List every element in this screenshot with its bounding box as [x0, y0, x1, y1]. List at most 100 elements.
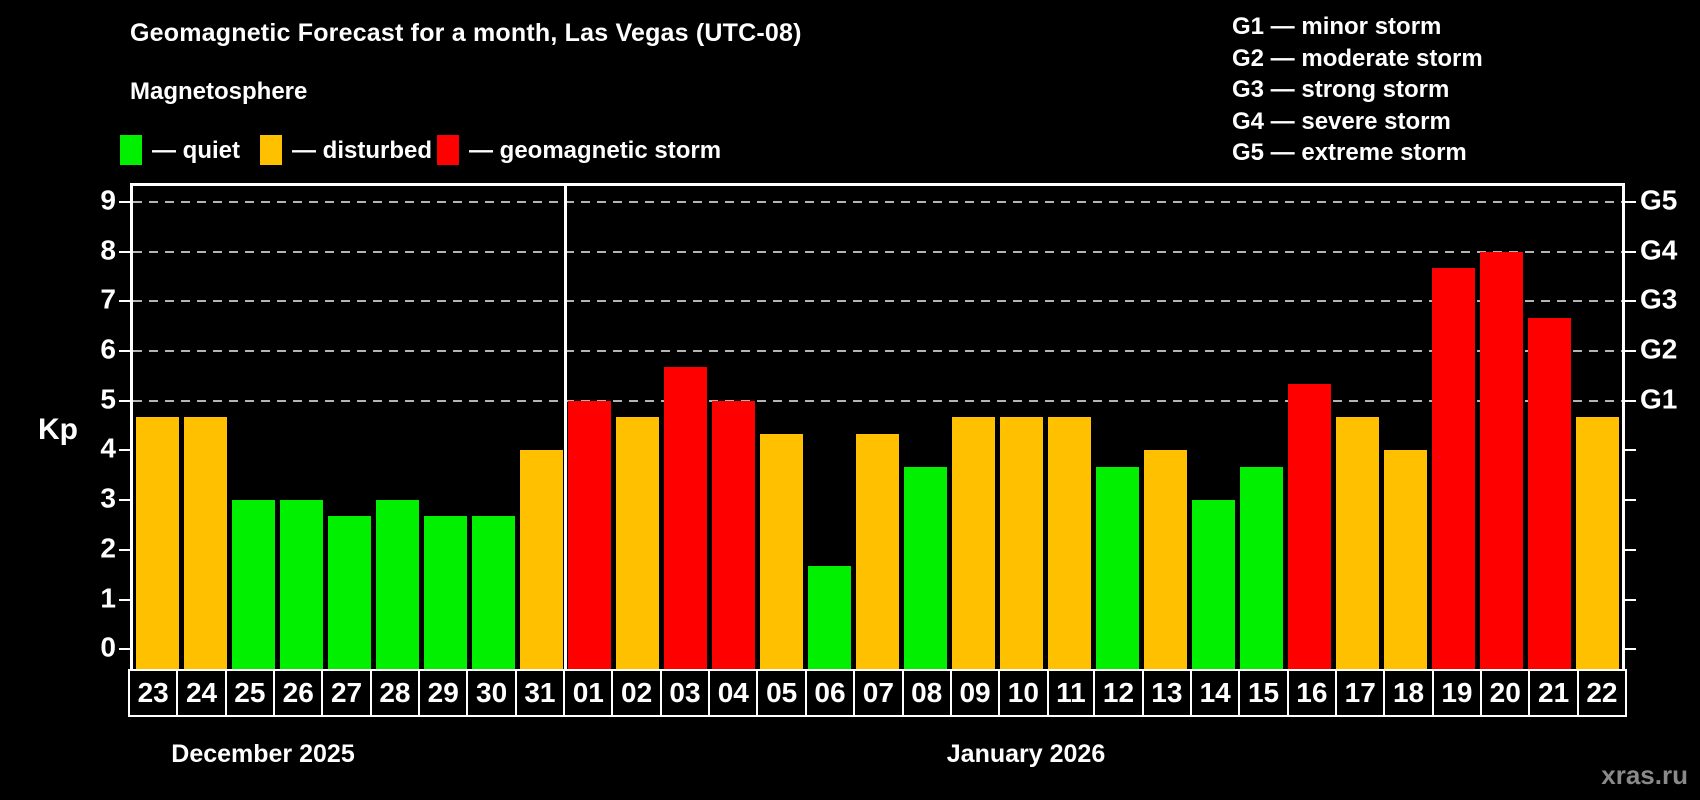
bar	[904, 466, 948, 669]
bar	[1432, 267, 1476, 669]
bar	[1288, 384, 1332, 669]
y-axis-title: Kp	[38, 413, 78, 446]
month-label-december: December 2025	[171, 740, 355, 768]
date-cell: 25	[224, 669, 276, 717]
y-axis-label: 2	[100, 532, 116, 564]
right-axis-tick	[1625, 250, 1636, 253]
y-axis-label: 6	[100, 333, 116, 365]
gridline-kp-6	[133, 350, 1622, 352]
date-cell: 01	[563, 669, 614, 717]
right-axis-tick	[1625, 449, 1636, 452]
bar	[1000, 417, 1044, 669]
bar	[1048, 417, 1092, 669]
y-axis-label: 4	[100, 433, 116, 465]
date-cell: 16	[1286, 669, 1338, 717]
y-axis-label: 8	[100, 234, 116, 266]
plot-area	[130, 183, 1625, 672]
bar	[1240, 466, 1284, 669]
right-axis-tick	[1625, 300, 1636, 303]
storm-swatch-icon	[437, 135, 459, 165]
date-cell: 14	[1190, 669, 1241, 717]
month-label-january: January 2026	[946, 740, 1106, 768]
disturbed-legend-label: — disturbed	[292, 137, 433, 164]
y-axis-label: 1	[100, 582, 116, 614]
bar	[1096, 466, 1140, 669]
bar	[1336, 417, 1380, 669]
g-axis-label-g4: G4	[1640, 234, 1678, 266]
date-cell: 29	[418, 669, 469, 717]
y-axis-label: 0	[100, 631, 116, 663]
date-cell: 28	[369, 669, 421, 717]
g2-legend-line: G2 — moderate storm	[1232, 44, 1483, 72]
bar	[615, 417, 659, 669]
bar	[711, 400, 755, 669]
y-axis-label: 3	[100, 482, 116, 514]
bar	[759, 433, 803, 669]
bar	[1576, 417, 1620, 669]
bar	[279, 500, 323, 669]
date-cell: 23	[128, 669, 179, 717]
g-axis-label-g3: G3	[1640, 284, 1678, 316]
g-axis-label-g5: G5	[1640, 184, 1678, 216]
date-cell: 19	[1431, 669, 1483, 717]
gridline-kp-7	[133, 300, 1622, 303]
y-axis-tick	[119, 598, 130, 601]
y-axis-tick	[119, 350, 130, 352]
date-cell: 21	[1528, 669, 1579, 717]
date-axis-row: 23 24 25 26 27 28 29 30 31 01 02 03 04 05 06 07 08 09 10 11…	[128, 669, 1628, 717]
g-axis-label-g1: G1	[1640, 383, 1678, 415]
bar	[327, 516, 371, 669]
month-separator-line	[563, 186, 567, 669]
right-axis-tick	[1625, 598, 1636, 601]
gridline-kp-9	[133, 200, 1622, 203]
page-title: Geomagnetic Forecast for a month, Las Ve…	[130, 19, 802, 47]
date-cell: 17	[1335, 669, 1386, 717]
date-cell: 02	[611, 669, 662, 717]
date-cell: 24	[176, 669, 227, 717]
y-axis-label: 9	[100, 184, 116, 216]
gridline-kp-5	[133, 399, 1622, 402]
y-axis-tick	[119, 399, 130, 402]
date-cell: 22	[1576, 669, 1628, 717]
bar	[471, 516, 515, 669]
bar	[1528, 317, 1572, 669]
right-axis-tick	[1625, 399, 1636, 402]
bar	[183, 417, 227, 669]
right-axis-tick	[1625, 200, 1636, 203]
bar	[952, 417, 996, 669]
date-cell: 20	[1480, 669, 1531, 717]
date-cell: 27	[321, 669, 372, 717]
date-cell: 12	[1093, 669, 1144, 717]
bar	[856, 433, 899, 669]
right-axis-tick	[1625, 548, 1636, 551]
g-scale-legend: G1 — minor storm G2 — moderate storm G3 …	[1232, 11, 1483, 169]
bar	[807, 566, 851, 669]
g5-legend-line: G5 — extreme storm	[1232, 139, 1467, 166]
g-axis-label-g2: G2	[1640, 333, 1678, 365]
disturbed-swatch-icon	[260, 135, 282, 165]
date-cell: 11	[1046, 669, 1096, 717]
bar	[519, 450, 563, 669]
g4-legend-line: G4 — severe storm	[1232, 107, 1451, 135]
date-cell: 26	[273, 669, 324, 717]
date-cell: 04	[708, 669, 759, 717]
y-axis-tick	[119, 449, 130, 452]
date-cell: 07	[853, 669, 904, 717]
g1-legend-line: G1 — minor storm	[1232, 13, 1442, 40]
chart-subtitle: Magnetosphere	[130, 78, 308, 105]
y-axis-label: 5	[100, 383, 116, 415]
date-cell: 13	[1141, 669, 1193, 717]
bar	[1384, 450, 1428, 669]
date-cell: 09	[949, 669, 1001, 717]
date-cell: 06	[804, 669, 856, 717]
watermark: xras.ru	[1601, 760, 1688, 790]
g3-legend-line: G3 — strong storm	[1232, 76, 1450, 103]
date-cell: 05	[756, 669, 807, 717]
gridline-kp-8	[133, 250, 1622, 253]
y-axis-tick	[119, 548, 130, 551]
bar	[567, 400, 611, 669]
date-cell: 08	[901, 669, 952, 717]
y-axis-tick	[119, 648, 130, 651]
date-cell: 18	[1383, 669, 1434, 717]
